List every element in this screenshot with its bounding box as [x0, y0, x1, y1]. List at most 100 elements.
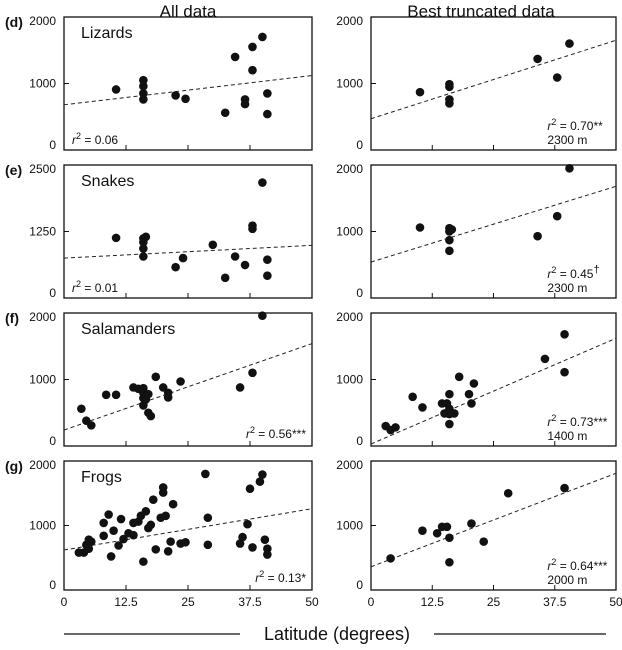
data-point: [166, 537, 175, 546]
data-point: [181, 94, 190, 104]
y-tick-label: 0: [356, 138, 363, 152]
column-title-all-data: All data: [160, 2, 217, 21]
data-point: [533, 231, 542, 241]
data-point: [248, 42, 257, 52]
panel-frogs-truncated: 0 1000 2000 0 12.5 25 37.5 50 r2 = 0.64***2000 m: [336, 458, 622, 609]
panel-salamanders-truncated: 0 1000 2000 r2 = 0.73***1400 m: [336, 310, 617, 448]
data-point: [111, 85, 121, 94]
y-tick-label: 0: [356, 578, 363, 592]
data-point: [139, 252, 148, 261]
y-tick-label: 1000: [336, 519, 363, 533]
data-point: [230, 52, 240, 62]
r-squared-label: r2 = 0.01: [72, 279, 118, 295]
data-point: [151, 372, 161, 382]
elevation-cutoff-label: 2300 m: [547, 281, 587, 295]
panel-snakes-all-data: 0 1250 2500 Snakes r2 = 0.01: [29, 162, 313, 300]
x-tick-label: 50: [609, 595, 622, 609]
taxon-label-salamanders: Salamanders: [81, 321, 175, 338]
data-point: [445, 389, 454, 399]
y-tick-label: 1000: [29, 519, 56, 533]
y-tick-label: 2000: [29, 458, 56, 472]
data-point: [139, 244, 148, 253]
y-tick-label: 2000: [336, 14, 363, 28]
r-squared-label: r2 = 0.06: [72, 131, 118, 147]
y-tick-label: 1000: [336, 225, 363, 239]
x-tick-label: 25: [181, 595, 195, 609]
r-squared-label: r2 = 0.70**: [547, 117, 603, 133]
regression-line: [371, 39, 616, 120]
y-tick-label: 2000: [29, 310, 56, 324]
elevation-cutoff-label: 2300 m: [547, 133, 587, 147]
data-point: [248, 543, 257, 552]
data-point: [84, 544, 94, 554]
y-tick-label: 0: [49, 578, 56, 592]
data-point: [445, 246, 454, 256]
data-point: [114, 541, 123, 550]
data-point: [565, 164, 574, 173]
data-point: [163, 388, 173, 398]
data-point: [238, 532, 247, 542]
data-point: [263, 550, 272, 559]
data-point: [181, 537, 190, 547]
data-point: [418, 403, 427, 412]
data-point: [248, 368, 257, 378]
r-squared-label: r2 = 0.73***: [547, 413, 607, 429]
y-tick-label: 2000: [29, 14, 56, 28]
data-point: [171, 91, 180, 100]
data-point: [109, 526, 118, 535]
data-point: [442, 522, 452, 532]
data-point: [99, 518, 108, 528]
r-squared-label: r2 = 0.56***: [246, 425, 306, 441]
r-squared-label: r2 = 0.64***: [547, 557, 607, 573]
data-point: [230, 252, 240, 261]
data-point: [163, 547, 173, 556]
data-point: [560, 483, 569, 493]
data-point: [203, 540, 213, 550]
data-point: [418, 526, 427, 535]
data-point: [104, 510, 113, 519]
data-point: [565, 39, 574, 48]
x-tick-label: 0: [61, 595, 68, 609]
data-point: [263, 89, 272, 98]
data-point: [255, 477, 265, 486]
data-point: [552, 73, 562, 82]
y-tick-label: 1000: [29, 77, 56, 91]
data-point: [240, 95, 250, 104]
data-point: [111, 233, 121, 243]
data-point: [139, 95, 148, 104]
y-tick-label: 2000: [336, 162, 363, 176]
data-point: [560, 367, 569, 377]
x-tick-label: 0: [368, 595, 375, 609]
data-point: [235, 383, 245, 392]
data-point: [391, 423, 400, 432]
data-point: [454, 372, 464, 382]
x-tick-label: 37.5: [238, 595, 262, 609]
y-tick-label: 1250: [29, 225, 56, 239]
r-squared-label: r2 = 0.45†: [547, 264, 599, 281]
data-point: [469, 379, 479, 388]
data-point: [445, 533, 454, 543]
data-point: [148, 495, 158, 505]
y-tick-label: 0: [356, 434, 363, 448]
panel-salamanders-all-data: 0 1000 2000 Salamanders r2 = 0.56***: [29, 310, 313, 448]
row-label-salamanders: (f): [5, 310, 19, 326]
data-point: [248, 65, 257, 75]
data-point: [248, 221, 257, 230]
y-tick-label: 1000: [336, 373, 363, 387]
data-point: [260, 535, 270, 544]
data-point: [158, 483, 168, 492]
data-point: [116, 514, 126, 524]
data-point: [139, 557, 148, 566]
y-tick-label: 0: [49, 286, 56, 300]
panel-lizards-truncated: 0 1000 2000 r2 = 0.70**2300 m: [336, 14, 617, 152]
data-point: [258, 32, 267, 42]
data-point: [106, 552, 116, 561]
data-point: [263, 255, 272, 264]
data-point: [415, 87, 425, 97]
row-label-snakes: (e): [5, 162, 22, 178]
data-point: [447, 225, 457, 234]
y-tick-label: 0: [356, 286, 363, 300]
data-point: [203, 513, 213, 523]
x-tick-label: 12.5: [421, 595, 445, 609]
